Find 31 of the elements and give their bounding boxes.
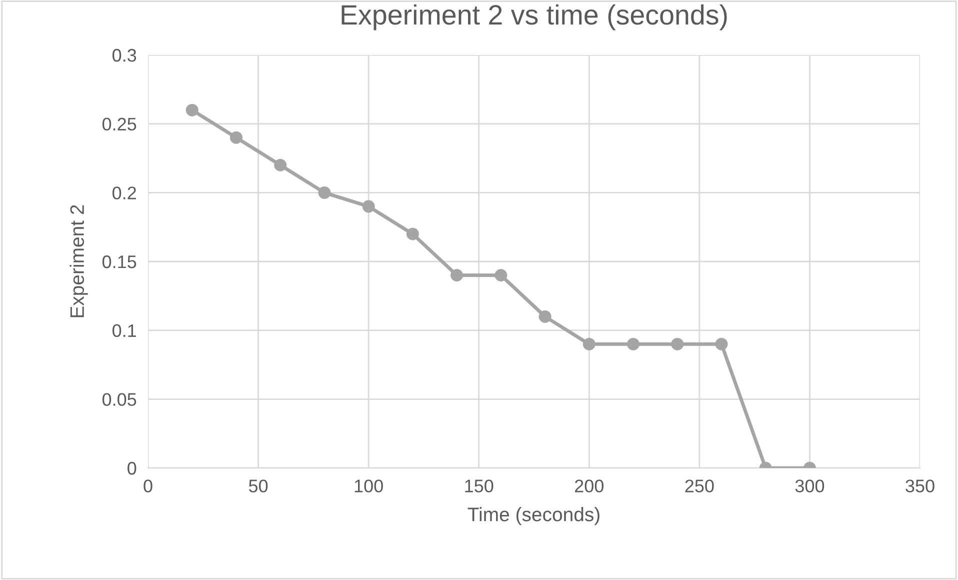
- point: [494, 269, 508, 282]
- point: [230, 131, 242, 144]
- point: [186, 104, 198, 116]
- x-tick-label: 100: [354, 480, 383, 492]
- y-tick-label: 0.05: [102, 393, 136, 406]
- y-tick-label: 0.15: [102, 255, 136, 268]
- point: [715, 338, 728, 350]
- point: [362, 200, 375, 213]
- x-tick-label: 150: [465, 480, 494, 492]
- y-tick-label: 0.3: [112, 48, 136, 62]
- y-axis-title: Experiment 2: [70, 205, 88, 318]
- point: [450, 269, 464, 282]
- point: [538, 310, 552, 323]
- y-tick-label: 0: [128, 462, 136, 475]
- y-tick-label: 0.1: [112, 324, 136, 338]
- x-tick-label: 300: [795, 480, 824, 492]
- x-tick-label: 200: [574, 480, 604, 492]
- chart-title: Experiment 2 vs time (seconds): [342, 4, 727, 30]
- y-tick-label: 0.25: [102, 118, 136, 131]
- point: [274, 158, 287, 172]
- point: [582, 338, 596, 350]
- x-tick-label: 0: [144, 480, 152, 492]
- point: [627, 338, 640, 350]
- point: [671, 338, 684, 350]
- x-tick-label: 250: [685, 480, 714, 492]
- point: [318, 186, 331, 199]
- x-tick-label: 350: [906, 480, 934, 492]
- y-tick-label: 0.2: [112, 186, 136, 200]
- x-axis-title: Time (seconds): [468, 507, 600, 526]
- x-tick-label: 50: [248, 480, 268, 492]
- point: [406, 228, 419, 240]
